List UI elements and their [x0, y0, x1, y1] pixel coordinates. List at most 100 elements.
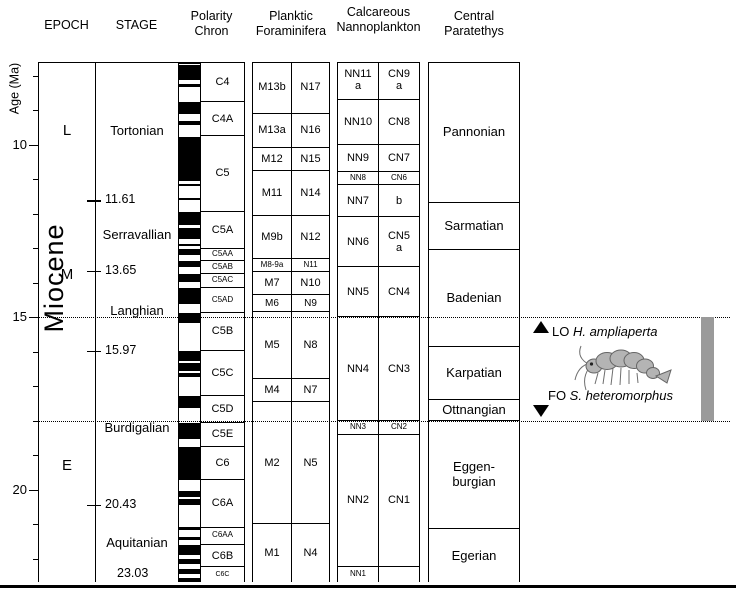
fo-event-label: FO S. heteromorphus: [548, 388, 674, 403]
lo-event-label: LO H. ampliaperta: [552, 324, 658, 339]
zone-m11: M11: [253, 171, 291, 216]
age-tick: [33, 420, 38, 422]
zone-b: b: [379, 185, 419, 218]
zone-nn7: NN7: [338, 185, 378, 218]
age-tick: [33, 282, 38, 284]
age-axis-label: Age (Ma): [7, 62, 22, 115]
zone-m4: M4: [253, 379, 291, 402]
age-tick: [33, 110, 38, 112]
polarity-normal-block: [179, 198, 200, 201]
stage-boundary-age: 20.43: [104, 496, 138, 511]
zone-c6b: C6B: [201, 545, 244, 568]
zone-nn8: NN8: [338, 172, 378, 186]
age-tick-label: 15: [12, 309, 27, 325]
polarity-normal-block: [179, 527, 200, 530]
polarity-column: [178, 62, 200, 582]
zone-burdigalian: Burdigalian: [104, 419, 170, 435]
zone-n10: N10: [292, 272, 329, 295]
zone-m: M: [60, 266, 74, 284]
zone-m13b: M13b: [253, 63, 291, 114]
stage-boundary-age: 15.97: [104, 342, 138, 357]
zone-m2: M2: [253, 402, 291, 525]
zone-c6: C6: [201, 447, 244, 481]
zone-n7: N7: [292, 379, 329, 402]
zone-cn5-a: CN5 a: [379, 217, 419, 268]
stage-column: Tortonian Serravallian Langhian Burdigalian…: [95, 62, 178, 582]
zone-cn4: CN4: [379, 267, 419, 318]
zone-badenian: Badenian: [429, 250, 519, 347]
zone-n4: N4: [303, 547, 318, 560]
polarity-normal-block: [179, 558, 200, 564]
age-tick: [29, 317, 38, 319]
zone-ottnangian: Ottnangian: [429, 400, 519, 421]
zone-nn11-a: NN11 a: [338, 63, 378, 100]
zone-egerian: Egerian: [451, 547, 497, 563]
polarity-normal-block: [179, 243, 200, 246]
zone-c5ad: C5AD: [201, 288, 244, 313]
zone-m5: M5: [253, 312, 291, 380]
zone-m6: M6: [253, 295, 291, 313]
polarity-normal-block: [179, 537, 200, 540]
polarity-normal-block: [179, 137, 200, 181]
polarity-normal-block: [179, 261, 200, 267]
polarity-normal-block: [179, 84, 200, 87]
zone-pannonian: Pannonian: [429, 63, 519, 204]
event-dotted-line: [38, 317, 730, 319]
polarity-normal-block: [179, 372, 200, 377]
polarity-normal-block: [179, 363, 200, 371]
age-tick: [33, 248, 38, 250]
zone-n5: N5: [292, 402, 329, 525]
zone-n8: N8: [292, 312, 329, 380]
zone-aquitanian: Aquitanian: [106, 535, 168, 551]
zone-nn4: NN4: [338, 317, 378, 421]
zone-nn6: NN6: [338, 217, 378, 268]
age-tick: [33, 213, 38, 215]
age-tick: [33, 524, 38, 526]
zone-c6aa: C6AA: [201, 528, 244, 545]
polarity-normal-block: [179, 395, 200, 408]
zone-m8-9a: M8-9a: [253, 259, 291, 273]
stage-boundary-dash: [87, 350, 101, 353]
zone-m1: M1: [264, 547, 280, 560]
stage-boundary-dash: [87, 270, 101, 273]
zone-c4: C4: [201, 63, 244, 103]
zone-m7: M7: [253, 272, 291, 295]
highlight-interval-bar: [701, 317, 714, 421]
age-tick: [29, 144, 38, 146]
zone-c4a: C4A: [201, 102, 244, 136]
epoch-name-miocene: Miocene: [39, 223, 69, 333]
zone-n11: N11: [292, 259, 329, 273]
age-tick: [29, 489, 38, 491]
column-header-stage: STAGE: [115, 18, 158, 32]
age-tick: [33, 179, 38, 181]
zone-eggen-burgian: Eggen-burgian: [429, 421, 519, 530]
column-header-polarity-chron: Polarity Chron: [190, 9, 233, 38]
age-tick: [33, 351, 38, 353]
column-header-calcareous-nannoplankton: Calcareous Nannoplankton: [336, 5, 421, 34]
nanno-nn-column: NN11 a NN10 NN9 NN8 NN7 NN6 NN5 NN4 NN3 NN2 NN1: [337, 62, 378, 582]
lo-event-up-triangle-icon: [533, 321, 549, 334]
zone-serravallian: Serravallian: [102, 227, 172, 243]
polarity-normal-block: [179, 491, 200, 498]
age-tick: [33, 455, 38, 457]
polarity-normal-block: [179, 211, 200, 226]
event-dotted-line: [38, 420, 730, 422]
polarity-normal-block: [179, 569, 200, 575]
zone-m12: M12: [253, 148, 291, 171]
chron-label-column: C4 C4A C5 C5A C5AA C5AB C5AC C5AD C5B C5C C5D C5E C6…: [200, 62, 245, 582]
polarity-normal-block: [179, 65, 200, 80]
zone-nn5: NN5: [338, 267, 378, 318]
zone-sarmatian: Sarmatian: [429, 203, 519, 250]
zone-n15: N15: [292, 148, 329, 171]
zone-cn6: CN6: [379, 172, 419, 186]
zone-nn10: NN10: [338, 100, 378, 145]
polarity-normal-block: [179, 577, 200, 582]
zone-nn1: NN1: [349, 569, 366, 579]
zone-c5d: C5D: [201, 396, 244, 423]
zone-c6a: C6A: [201, 480, 244, 528]
zone-n14: N14: [292, 171, 329, 216]
zone-n9: N9: [292, 295, 329, 313]
zone-m13a: M13a: [253, 114, 291, 149]
zone-n17: N17: [292, 63, 329, 114]
